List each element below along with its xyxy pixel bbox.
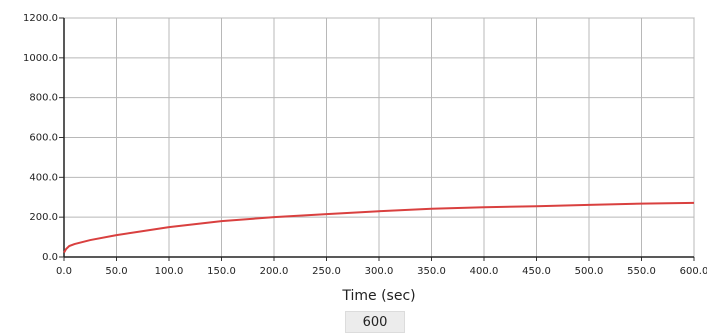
y-tick-label: 600.0 xyxy=(29,133,58,144)
y-tick-label: 800.0 xyxy=(29,93,58,104)
chart: Time (sec) 0.0 200.0 400.0 600.0 800.0 1000.0… xyxy=(23,13,707,304)
x-tick-label: 200.0 xyxy=(260,266,289,277)
x-tick-label: 500.0 xyxy=(575,266,604,277)
y-tick-label: 0.0 xyxy=(42,252,58,263)
time-readout[interactable]: 600 xyxy=(345,311,405,333)
x-tick-label: 50.0 xyxy=(105,266,127,277)
y-tick-label: 1200.0 xyxy=(23,13,58,24)
x-tick-label: 250.0 xyxy=(312,266,341,277)
x-tick-label: 150.0 xyxy=(207,266,236,277)
x-axis-title: Time (sec) xyxy=(341,288,415,304)
y-tick-label: 1000.0 xyxy=(23,53,58,64)
x-tick-label: 550.0 xyxy=(627,266,656,277)
x-tick-label: 400.0 xyxy=(470,266,499,277)
x-tick-label: 0.0 xyxy=(56,266,72,277)
y-tick-label: 400.0 xyxy=(29,172,58,183)
x-tick-label: 100.0 xyxy=(155,266,184,277)
y-tick-label: 200.0 xyxy=(29,212,58,223)
x-tick-label: 450.0 xyxy=(522,266,551,277)
x-tick-label: 350.0 xyxy=(417,266,446,277)
data-line xyxy=(63,201,695,254)
x-tick-label: 300.0 xyxy=(365,266,394,277)
x-tick-label: 600.0 xyxy=(680,266,707,277)
